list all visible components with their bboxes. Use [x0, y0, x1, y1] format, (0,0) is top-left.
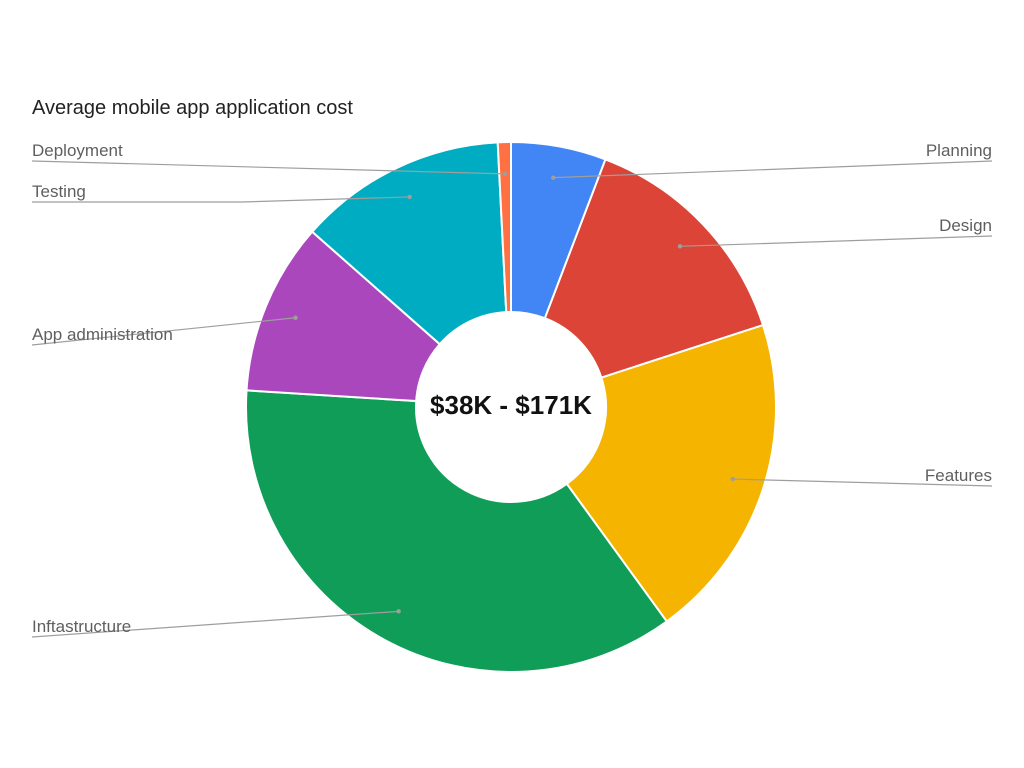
leader-dot-app-administration: [293, 315, 298, 320]
leader-line-deployment: [31, 160, 506, 175]
labels-layer: Planning Design Features Inftastructure App …: [32, 141, 992, 636]
leader-line-testing: [32, 196, 410, 203]
leader-dot-deployment: [502, 171, 508, 177]
slice-features: [565, 323, 777, 623]
slice-design: [543, 158, 765, 379]
leader-line-features: [732, 478, 993, 487]
slice-label-app-administration: App administration: [32, 325, 173, 344]
leader-lines-layer: [31, 160, 993, 638]
slice-label-features: Features: [925, 466, 992, 485]
slice-app-administration: [245, 230, 442, 403]
leader-line-inftastructure: [31, 610, 399, 638]
slice-label-testing: Testing: [32, 182, 86, 201]
leader-dot-testing: [407, 194, 412, 200]
slice-deployment: [496, 140, 512, 314]
leader-dot-features: [730, 476, 735, 482]
slices-layer: [245, 140, 777, 673]
slice-testing: [310, 141, 508, 346]
slice-inftastructure: [245, 389, 669, 673]
chart-title: Average mobile app application cost: [32, 97, 353, 119]
leader-dot-design: [677, 244, 683, 249]
slice-label-inftastructure: Inftastructure: [32, 617, 131, 636]
slice-label-deployment: Deployment: [32, 141, 123, 160]
leader-line-design: [679, 235, 993, 247]
slice-label-planning: Planning: [926, 141, 992, 160]
leader-line-planning: [553, 160, 993, 179]
slice-label-design: Design: [939, 216, 992, 235]
center-label: $38K - $171K: [430, 390, 592, 420]
leader-dot-inftastructure: [396, 609, 401, 614]
leader-line-app-administration: [31, 317, 296, 346]
leader-dot-planning: [551, 175, 556, 180]
